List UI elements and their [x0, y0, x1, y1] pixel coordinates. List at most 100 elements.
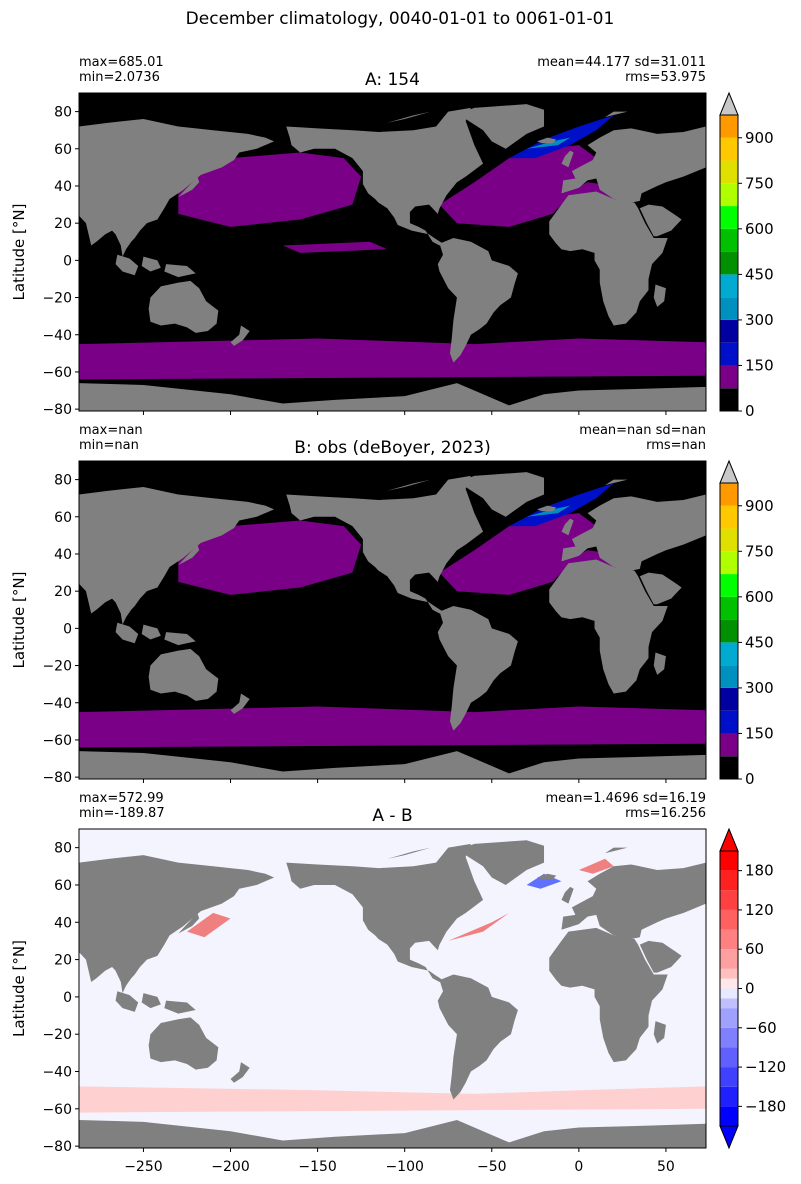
colorbar-segment	[720, 319, 738, 343]
colorbar-frame	[719, 482, 739, 780]
north-pacific-field	[178, 520, 362, 595]
ylabel: Latitude [°N]	[10, 204, 28, 301]
ytick-label: 40	[54, 547, 72, 563]
ytick-label: 80	[54, 841, 72, 857]
ytick-label: −60	[42, 1102, 72, 1118]
colorbar-segment	[720, 978, 738, 989]
southern-ocean-diff	[79, 1086, 706, 1113]
panel-C: 80 60 40 20 0 −20 −40 −60 −80 −250 −200 −150 −100 −50…	[10, 791, 786, 1175]
stat-rms: rms=53.975	[625, 70, 706, 85]
north-atlantic-field	[439, 145, 597, 227]
colorbar-segment	[720, 1047, 738, 1068]
ytick-label: 20	[54, 953, 72, 969]
ytick-label: 40	[54, 179, 72, 195]
stat-max: max=685.01	[79, 55, 164, 70]
colorbar-tick-label: 0	[745, 770, 755, 788]
panel-B: 80 60 40 20 0 −20 −40 −60 −80 Latitude [°N] B: obs…	[10, 423, 774, 788]
colorbar-segment	[720, 890, 738, 910]
colorbar-segment	[720, 596, 738, 620]
colorbar-frame	[719, 114, 739, 412]
stat-min: min=-189.87	[79, 806, 165, 821]
ytick-label: 80	[54, 105, 72, 121]
ytick-label: −80	[42, 770, 72, 786]
colorbar-tick-label: −120	[745, 1058, 786, 1076]
colorbar-tick-label: 120	[745, 901, 774, 919]
colorbar-segment	[720, 342, 738, 366]
colorbar-segment	[720, 733, 738, 757]
colorbar-segment	[720, 365, 738, 389]
ytick-label: −40	[42, 328, 72, 344]
ylabel: Latitude [°N]	[10, 572, 28, 669]
colorbar-tick-label: 180	[745, 862, 774, 880]
ytick-label: 60	[54, 878, 72, 894]
colorbar-segment	[720, 968, 738, 979]
colorbar-segment	[720, 929, 738, 950]
colorbar-extend-min	[719, 1125, 739, 1150]
colorbar-segment	[720, 1008, 738, 1028]
colorbar-segment	[720, 756, 738, 779]
colorbar-segment	[720, 574, 738, 597]
axes-frame	[78, 460, 707, 780]
ytick-label: 0	[63, 990, 72, 1006]
map-B	[79, 461, 706, 779]
colorbar-segment	[720, 909, 738, 930]
ytick-label: 20	[54, 216, 72, 232]
ytick-label: −60	[42, 365, 72, 381]
north-pacific-field	[178, 152, 362, 227]
panel-A: 80 60 40 20 0 −20 −40 −60 −80 Latitude [°N] A: 154…	[10, 55, 774, 420]
kuroshio-diff	[187, 912, 231, 938]
xtick-label: 50	[657, 1159, 675, 1175]
ytick-label: 0	[63, 621, 72, 637]
southern-ocean-field	[79, 706, 706, 748]
equatorial-pacific-field	[282, 241, 388, 253]
ytick-label: −20	[42, 291, 72, 307]
stat-rms: rms=nan	[646, 438, 706, 453]
colorbar-segment	[720, 551, 738, 575]
ytick-label: 60	[54, 142, 72, 158]
stat-mean-sd: mean=nan sd=nan	[579, 423, 706, 438]
colorbar-segment	[720, 528, 738, 552]
colorbar-segment	[720, 206, 738, 229]
colorbar-tick-label: 750	[745, 174, 774, 192]
colorbar-segment	[720, 1086, 738, 1107]
colorbar-extend-max	[719, 827, 739, 852]
stat-mean-sd: mean=1.4696 sd=16.19	[545, 791, 706, 806]
colorbar-segment	[720, 137, 738, 161]
colorbar-segment	[720, 710, 738, 734]
colorbar-tick-label: 300	[745, 679, 774, 697]
colorbar: 0 150 300 450 600 750 900	[719, 91, 774, 420]
ytick-label: −20	[42, 1027, 72, 1043]
map-C	[79, 829, 706, 1148]
colorbar-tick-label: 150	[745, 724, 774, 742]
xtick-label: −50	[477, 1159, 507, 1175]
colorbar-segment	[720, 998, 738, 1009]
colorbar-segment	[720, 665, 738, 688]
colorbar-tick-label: 450	[745, 633, 774, 651]
colorbar-segment	[720, 1106, 738, 1126]
ytick-label: −20	[42, 659, 72, 675]
colorbar-extend-max	[719, 91, 739, 116]
colorbar-tick-label: 750	[745, 542, 774, 560]
xtick-label: −100	[385, 1159, 423, 1175]
colorbar-tick-label: 0	[745, 980, 755, 998]
colorbar-segment	[720, 851, 738, 871]
colorbar-segment	[720, 505, 738, 529]
figure-suptitle: December climatology, 0040-01-01 to 0061…	[186, 9, 615, 29]
xtick-label: −250	[124, 1159, 162, 1175]
colorbar-tick-label: 600	[745, 220, 774, 238]
southern-ocean-field	[79, 338, 706, 380]
ytick-label: −60	[42, 733, 72, 749]
colorbar-segment	[720, 1027, 738, 1048]
colorbar-segment	[720, 642, 738, 666]
colorbar-segment	[720, 274, 738, 298]
colorbar-segment	[720, 1067, 738, 1087]
colorbar-tick-label: −60	[745, 1019, 777, 1037]
colorbar-tick-label: 150	[745, 356, 774, 374]
xtick-label: −150	[298, 1159, 336, 1175]
xtick-label: 0	[574, 1159, 583, 1175]
colorbar-segment	[720, 949, 738, 969]
colorbar-extend-max	[719, 459, 739, 484]
stat-max: max=nan	[79, 423, 143, 438]
colorbar-tick-label: 60	[745, 940, 764, 958]
